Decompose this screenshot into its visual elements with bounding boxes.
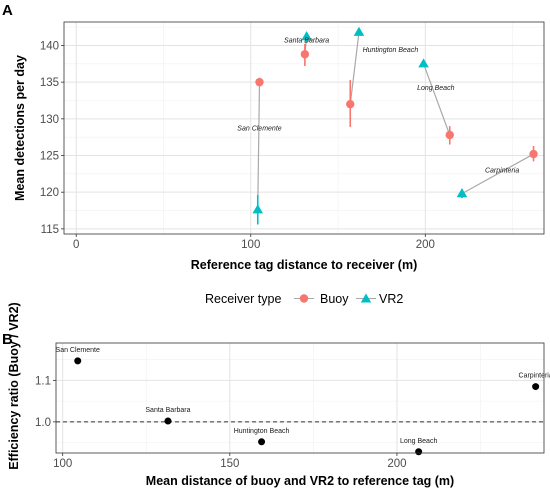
site-label: Carpinteria (485, 167, 519, 174)
panel-a-border (63, 21, 545, 235)
legend-vr2-marker (360, 293, 372, 303)
y-tick-label: 130 (40, 114, 59, 126)
ratio-point (532, 383, 540, 391)
site-label: Santa Barbara (284, 38, 329, 45)
ratio-point (74, 357, 82, 365)
legend-title: Receiver type (205, 292, 281, 306)
panel-a-ticks: 0 100 200 115 120 125 130 135 140 (40, 40, 435, 251)
panel-a-y-axis-title: Mean detections per day (13, 55, 27, 201)
x-tick-label: 200 (387, 458, 406, 470)
panel-a: Santa Barbara Huntington Beach Long Beach S… (13, 21, 545, 272)
ratio-point (258, 438, 266, 446)
ratio-point-label: Carpinteria (519, 373, 550, 380)
panel-b-y-axis-title: Efficiency ratio (Buoy / VR2) (7, 302, 21, 469)
point-buoy (255, 77, 264, 87)
x-tick-label: 150 (220, 458, 239, 470)
x-tick-label: 100 (241, 239, 260, 251)
y-tick-label: 135 (40, 77, 59, 89)
point-buoy (529, 149, 538, 159)
panel-b: San Clemente Santa Barbara Huntington Beac… (7, 302, 550, 488)
y-tick-label: 1.1 (35, 375, 51, 387)
panel-b-plot-area (56, 343, 544, 453)
point-vr2 (353, 26, 365, 36)
panel-b-letter: B (2, 331, 13, 348)
panel-a-letter: A (2, 2, 13, 19)
panel-a-connectors (257, 32, 534, 210)
point-buoy (445, 130, 454, 140)
ratio-point-label: Long Beach (400, 438, 437, 445)
point-vr2 (252, 204, 264, 214)
panel-b-x-axis-title: Mean distance of buoy and VR2 to referen… (146, 474, 454, 488)
point-vr2 (301, 31, 312, 41)
panel-b-ticks: 100 150 200 1.0 1.1 (35, 375, 407, 470)
panel-a-site-labels: Santa Barbara Huntington Beach Long Beach S… (237, 38, 519, 175)
panel-a-x-axis-title: Reference tag distance to receiver (m) (191, 258, 417, 272)
ratio-point (164, 417, 172, 425)
y-tick-label: 120 (40, 187, 59, 199)
ratio-point (415, 448, 423, 456)
legend: Receiver type Buoy VR2 (205, 292, 403, 306)
ratio-point-label: San Clemente (56, 347, 100, 354)
ratio-point-label: Santa Barbara (145, 407, 190, 414)
connector-line (461, 153, 534, 195)
panel-a-points (252, 26, 538, 214)
ratio-point-label: Huntington Beach (234, 428, 290, 435)
site-label: San Clemente (237, 126, 281, 133)
panel-b-points (74, 357, 540, 456)
panel-b-border (55, 342, 545, 454)
panel-a-grid (64, 22, 544, 234)
x-tick-label: 200 (416, 239, 435, 251)
site-label: Huntington Beach (363, 47, 419, 54)
y-tick-label: 140 (40, 40, 59, 52)
y-tick-label: 125 (40, 151, 59, 163)
connector-line (423, 63, 451, 136)
legend-buoy-label: Buoy (320, 292, 349, 306)
connector-line (257, 82, 261, 210)
point-buoy (300, 50, 310, 59)
legend-vr2-label: VR2 (379, 292, 403, 306)
x-tick-label: 0 (73, 239, 79, 251)
y-tick-label: 115 (41, 224, 59, 236)
panel-b-point-labels: San Clemente Santa Barbara Huntington Beac… (56, 347, 550, 445)
point-vr2 (418, 58, 429, 68)
point-vr2 (456, 188, 468, 198)
legend-buoy-marker (299, 294, 309, 303)
site-label: Long Beach (417, 85, 454, 92)
x-tick-label: 100 (53, 458, 72, 470)
point-buoy (346, 99, 355, 109)
connector-line (349, 32, 360, 105)
y-tick-label: 1.0 (35, 417, 51, 429)
panel-b-grid (56, 343, 544, 453)
